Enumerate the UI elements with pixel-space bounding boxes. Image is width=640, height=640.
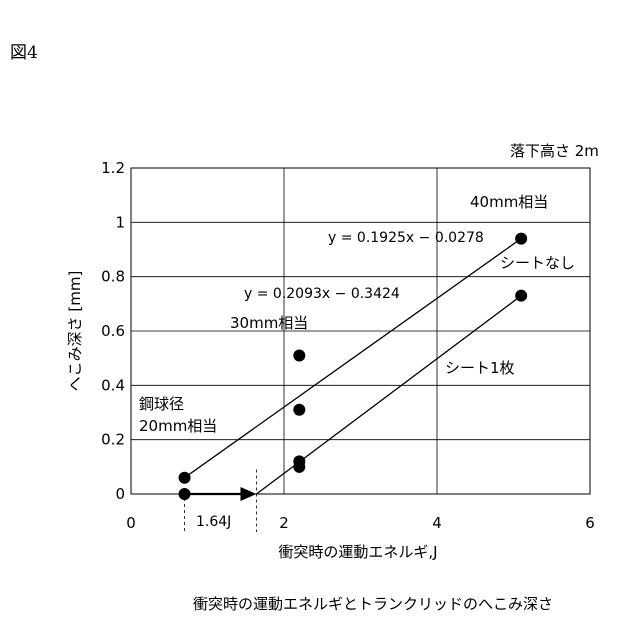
data-point-one-sheet (515, 290, 527, 302)
x-tick-label: 6 (585, 514, 595, 532)
y-tick-label: 0.2 (101, 431, 125, 449)
data-point-no-sheet (179, 472, 191, 484)
chart-caption: 衝突時の運動エネルギとトランクリッドのへこみ深さ (193, 595, 553, 613)
fit-label-lower: y = 0.2093x − 0.3424 (244, 286, 400, 302)
x-tick-label: 0 (126, 514, 136, 532)
y-axis-label: へこみ深さ [mm] (66, 271, 84, 392)
annotation-ball-dia: 鋼球径 (139, 395, 184, 413)
x-axis-label: 衝突時の運動エネルギ,J (278, 543, 437, 561)
annotation-30mm: 30mm相当 (230, 314, 308, 332)
tick-labels: 0 0.2 0.4 0.6 0.8 1 1.2 0 2 4 6 (101, 159, 595, 532)
x-tick-label: 4 (432, 514, 442, 532)
y-tick-label: 0.6 (101, 322, 125, 340)
annotation-1-64j: 1.64J (196, 514, 231, 530)
arrow-head (240, 487, 256, 501)
y-tick-label: 1 (115, 213, 125, 231)
data-point-no-sheet (293, 349, 305, 361)
y-tick-label: 0.8 (101, 268, 125, 286)
y-tick-label: 0 (115, 485, 125, 503)
fit-label-upper: y = 0.1925x − 0.0278 (328, 230, 484, 246)
annotation-drop-height: 落下高さ 2m (510, 142, 599, 160)
annotation-one-sheet: シート1枚 (445, 359, 515, 377)
annotation-20mm: 20mm相当 (139, 417, 217, 435)
y-tick-label: 1.2 (101, 159, 125, 177)
y-tick-label: 0.4 (101, 376, 125, 394)
x-tick-label: 2 (279, 514, 289, 532)
grid (131, 168, 590, 494)
annotation-40mm: 40mm相当 (470, 193, 548, 211)
data-point-no-sheet (515, 233, 527, 245)
annotation-no-sheet: シートなし (500, 254, 575, 272)
data-point-one-sheet (293, 461, 305, 473)
data-point-no-sheet (293, 404, 305, 416)
